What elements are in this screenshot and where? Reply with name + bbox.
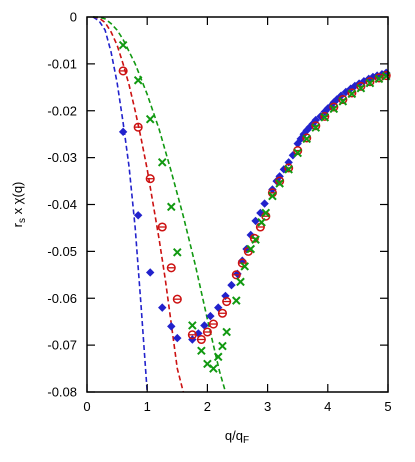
y-tick-label-8: -0.08 xyxy=(47,385,77,400)
fit-curves xyxy=(92,16,227,393)
series-1-point-14 xyxy=(233,269,242,279)
series-2-point-2 xyxy=(133,122,143,132)
dashed-curve-1 xyxy=(92,16,148,393)
series-3-point-5 xyxy=(166,202,176,212)
y-tick-label-5: -0.05 xyxy=(47,244,77,259)
data-markers xyxy=(118,40,391,373)
x-tick-label-2: 2 xyxy=(204,399,211,414)
series-1-point-16 xyxy=(242,244,251,254)
y-tick-label-4: -0.04 xyxy=(47,197,77,212)
series-3-point-33 xyxy=(374,74,384,84)
x-axis-label-subscript: F xyxy=(243,435,249,446)
series-2-point-3 xyxy=(145,174,155,184)
series-1-point-20 xyxy=(260,199,269,208)
series-3-point-16 xyxy=(240,262,250,271)
series-3-point-28 xyxy=(329,104,339,114)
series-3-point-11 xyxy=(213,352,223,362)
series-3-point-14 xyxy=(231,296,241,305)
x-axis-label: q/qF xyxy=(225,428,249,446)
series-1-point-13 xyxy=(227,280,236,290)
y-axis-label: rs x χ(q) xyxy=(10,182,28,228)
series-3-point-20 xyxy=(261,208,271,218)
series-1-point-3 xyxy=(146,268,155,277)
series-1-point-11 xyxy=(214,303,223,312)
series-1-point-26 xyxy=(288,151,298,160)
y-axis-label-post: x χ(q) xyxy=(10,182,25,218)
y-tick-label-7: -0.07 xyxy=(47,338,77,353)
series-3-point-27 xyxy=(320,113,330,122)
series-3-point-29 xyxy=(338,97,348,106)
y-tick-label-1: -0.01 xyxy=(47,56,77,71)
series-3-point-32 xyxy=(365,78,375,88)
series-1-point-9 xyxy=(200,321,209,330)
series-2-point-9 xyxy=(202,327,212,337)
series-1-point-29 xyxy=(299,129,308,139)
series-3-point-18 xyxy=(251,235,260,244)
series-3-point-25 xyxy=(302,134,312,144)
series-2-point-1 xyxy=(118,66,128,76)
series-2-point-6 xyxy=(172,294,182,304)
series-3-point-17 xyxy=(246,244,256,254)
series-3-point-12 xyxy=(218,341,227,351)
series-3-point-7 xyxy=(188,321,197,330)
series-3-point-31 xyxy=(356,83,366,93)
series-3-point-2 xyxy=(133,75,143,85)
x-tick-label-3: 3 xyxy=(264,399,271,414)
series-3-point-1 xyxy=(118,40,128,50)
x-axis-label-main: q/q xyxy=(225,428,243,443)
y-tick-label-0: 0 xyxy=(70,10,77,25)
series-1-point-5 xyxy=(167,322,176,331)
x-tick-label-4: 4 xyxy=(324,399,331,414)
series-3-point-24 xyxy=(293,148,303,158)
series-3-point-3 xyxy=(145,114,155,124)
series-3-point-30 xyxy=(347,89,357,99)
y-axis-label-subscript: s xyxy=(17,218,28,223)
series-3-point-26 xyxy=(311,123,321,132)
series-3-point-22 xyxy=(275,179,284,188)
series-3-point-19 xyxy=(257,218,266,227)
dashed-curve-2 xyxy=(92,16,185,393)
series-3-point-8 xyxy=(197,346,206,356)
series-3-point-15 xyxy=(236,277,245,287)
x-tick-label-0: 0 xyxy=(83,399,90,414)
series-1-point-6 xyxy=(173,333,182,343)
series-2-point-4 xyxy=(157,222,167,232)
series-1-point-10 xyxy=(206,311,215,321)
series-1-point-2 xyxy=(133,211,143,220)
series-3-point-4 xyxy=(157,158,167,167)
series-3-point-23 xyxy=(284,165,293,174)
series-2-point-7 xyxy=(187,330,197,340)
dashed-curve-3 xyxy=(93,16,227,393)
series-2-point-12 xyxy=(222,296,232,307)
series-1-point-1 xyxy=(118,127,128,137)
axis-ticks: 0 1 2 3 4 5 0 -0.01 -0.02 -0.03 -0.04 -0.05 -0.06 -0.… xyxy=(47,10,391,415)
series-1-point-4 xyxy=(158,303,167,312)
series-3-point-13 xyxy=(222,327,231,337)
y-axis-label-pre: r xyxy=(10,222,25,227)
series-3-point-21 xyxy=(268,191,277,201)
series-2-point-8 xyxy=(196,334,206,345)
series-2-point-11 xyxy=(217,308,227,318)
x-tick-label-1: 1 xyxy=(144,399,151,414)
y-tick-label-2: -0.02 xyxy=(47,103,77,118)
series-1-point-18 xyxy=(251,216,260,226)
series-2-point-13 xyxy=(231,270,241,280)
series-2-point-10 xyxy=(208,319,218,329)
series-3-point-10 xyxy=(209,364,218,373)
y-tick-label-6: -0.06 xyxy=(47,291,77,306)
series-1-point-28 xyxy=(296,134,305,144)
series-3-point-6 xyxy=(172,248,182,257)
x-tick-label-5: 5 xyxy=(384,399,391,414)
series-2-point-5 xyxy=(166,263,176,273)
y-tick-label-3: -0.03 xyxy=(47,150,77,165)
